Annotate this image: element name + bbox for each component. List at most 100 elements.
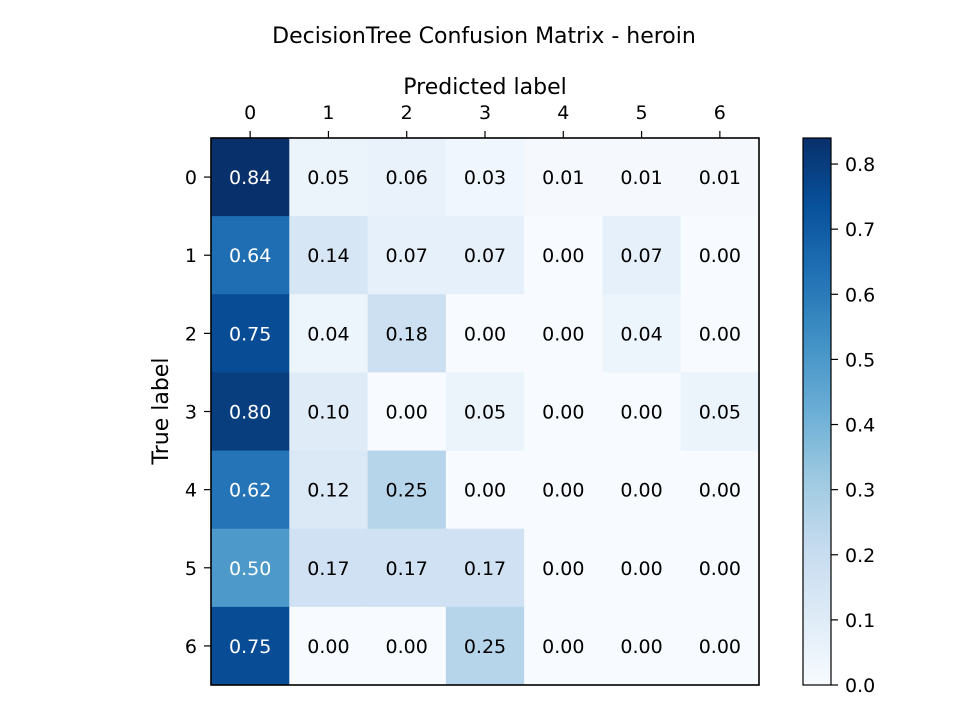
cell-value-label: 0.75 xyxy=(229,636,271,658)
heatmap-cell xyxy=(524,528,603,608)
heatmap-cell xyxy=(602,216,682,295)
cell-value-label: 0.00 xyxy=(542,245,584,267)
colorbar-tick-label: 0.7 xyxy=(845,219,875,241)
heatmap-cell xyxy=(211,372,290,452)
cell-value-label: 0.25 xyxy=(386,480,428,502)
colorbar-tick-label: 0.4 xyxy=(845,415,875,437)
heatmap-cell xyxy=(289,606,369,686)
heatmap-cell xyxy=(524,294,603,373)
y-tick-label: 5 xyxy=(185,558,197,580)
y-tick-label: 3 xyxy=(185,402,197,424)
cell-value-label: 0.00 xyxy=(699,323,741,345)
heatmap-cell xyxy=(367,606,447,686)
heatmap-cell xyxy=(680,372,760,452)
cell-value-label: 0.75 xyxy=(229,323,271,345)
heatmap-cell xyxy=(602,138,682,217)
cell-value-label: 0.50 xyxy=(229,558,271,580)
x-tick-label: 1 xyxy=(322,102,334,124)
heatmap-cell xyxy=(211,138,290,217)
heatmap-cell xyxy=(680,606,760,686)
cell-value-label: 0.00 xyxy=(464,480,506,502)
cell-value-label: 0.17 xyxy=(307,558,349,580)
cell-value-label: 0.00 xyxy=(620,402,662,424)
cell-value-label: 0.17 xyxy=(386,558,428,580)
heatmap-cell xyxy=(289,138,369,217)
cell-value-label: 0.62 xyxy=(229,480,271,502)
cell-value-label: 0.00 xyxy=(542,323,584,345)
heatmap-cell xyxy=(367,138,447,217)
heatmap-cell xyxy=(445,528,525,608)
cell-value-label: 0.04 xyxy=(620,323,662,345)
cell-value-label: 0.01 xyxy=(620,167,662,189)
heatmap-cell xyxy=(211,294,290,373)
cell-value-label: 0.00 xyxy=(386,402,428,424)
cell-value-label: 0.03 xyxy=(464,167,506,189)
heatmap-cell xyxy=(211,606,290,686)
cell-value-label: 0.00 xyxy=(699,558,741,580)
heatmap-cell xyxy=(602,450,682,530)
y-tick-label: 2 xyxy=(185,323,197,345)
cell-value-label: 0.80 xyxy=(229,402,271,424)
x-tick-label: 4 xyxy=(557,102,569,124)
x-axis-ticks: 0 1 2 3 4 5 6 xyxy=(244,102,726,138)
cell-value-label: 0.01 xyxy=(542,167,584,189)
x-tick-label: 3 xyxy=(479,102,491,124)
cell-value-label: 0.10 xyxy=(307,402,349,424)
y-tick-label: 4 xyxy=(185,480,197,502)
cell-value-label: 0.00 xyxy=(620,558,662,580)
heatmap-cell xyxy=(524,216,603,295)
cell-value-label: 0.00 xyxy=(542,480,584,502)
cell-value-label: 0.00 xyxy=(542,558,584,580)
colorbar-tick-label: 0.5 xyxy=(845,349,875,371)
cell-value-label: 0.00 xyxy=(620,480,662,502)
x-axis-label: Predicted label xyxy=(403,75,566,100)
cell-value-label: 0.84 xyxy=(229,167,271,189)
cell-value-label: 0.14 xyxy=(307,245,349,267)
heatmap-cell xyxy=(445,294,525,373)
heatmap-cell xyxy=(445,216,525,295)
heatmap-cell xyxy=(680,216,760,295)
chart-title: DecisionTree Confusion Matrix - heroin xyxy=(272,24,696,49)
heatmap-cell xyxy=(289,216,369,295)
y-axis-label: True label xyxy=(149,358,174,466)
heatmap-cell xyxy=(289,450,369,530)
colorbar-tick-label: 0.2 xyxy=(845,545,875,567)
cell-value-label: 0.18 xyxy=(386,323,428,345)
x-tick-label: 6 xyxy=(714,102,726,124)
colorbar-tick-label: 0.3 xyxy=(845,480,875,502)
cell-value-label: 0.25 xyxy=(464,636,506,658)
cell-value-label: 0.01 xyxy=(699,167,741,189)
cell-value-label: 0.07 xyxy=(620,245,662,267)
heatmap-cell xyxy=(680,450,760,530)
cell-value-label: 0.00 xyxy=(699,245,741,267)
heatmap-cell xyxy=(680,294,760,373)
cell-value-label: 0.07 xyxy=(386,245,428,267)
cell-value-label: 0.00 xyxy=(620,636,662,658)
x-tick-label: 0 xyxy=(244,102,256,124)
heatmap-cell xyxy=(602,528,682,608)
heatmap-cell xyxy=(680,528,760,608)
cell-value-label: 0.00 xyxy=(542,402,584,424)
heatmap-cell xyxy=(445,606,525,686)
heatmap-cell xyxy=(367,294,447,373)
heatmap-cell xyxy=(289,372,369,452)
heatmap-cells: 0.84 0.05 0.06 0.03 0.01 0.01 0.01 0.64 0.14 0.07… xyxy=(211,138,760,686)
heatmap-cell xyxy=(524,138,603,217)
cell-value-label: 0.64 xyxy=(229,245,271,267)
y-axis-ticks: 0 1 2 3 4 5 6 xyxy=(185,167,211,658)
heatmap-cell xyxy=(445,450,525,530)
cell-value-label: 0.00 xyxy=(542,636,584,658)
y-tick-label: 1 xyxy=(185,245,197,267)
heatmap-cell xyxy=(211,528,290,608)
cell-value-label: 0.05 xyxy=(699,402,741,424)
x-tick-label: 2 xyxy=(401,102,413,124)
plot-frame xyxy=(210,137,760,686)
cell-value-label: 0.07 xyxy=(464,245,506,267)
cell-value-label: 0.00 xyxy=(386,636,428,658)
cell-value-label: 0.04 xyxy=(307,323,349,345)
y-tick-label: 6 xyxy=(185,636,197,658)
heatmap-cell xyxy=(602,606,682,686)
heatmap-cell xyxy=(289,294,369,373)
heatmap-cell xyxy=(524,372,603,452)
